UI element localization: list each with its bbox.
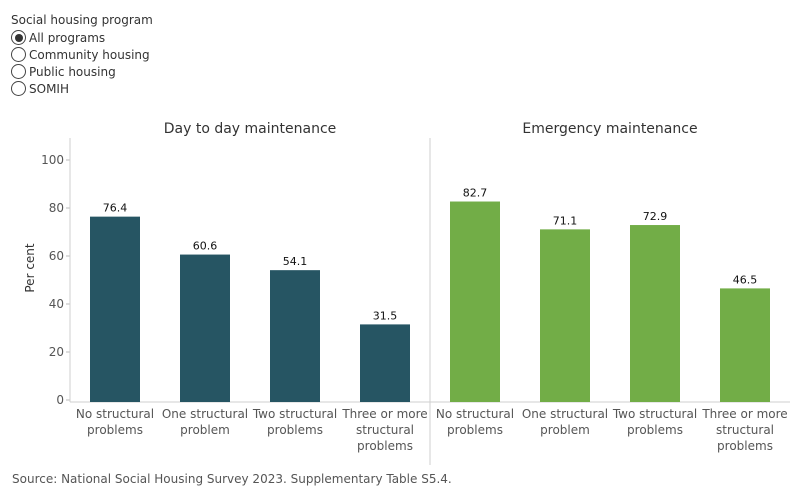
data-label: 82.7 bbox=[463, 187, 488, 200]
y-tick-label: 80 bbox=[49, 201, 64, 215]
bar bbox=[270, 270, 320, 402]
bar bbox=[540, 229, 590, 402]
radio-selected-icon bbox=[11, 30, 26, 45]
x-category-label: Two structural problems bbox=[252, 407, 337, 437]
program-filter: Social housing program All programs Comm… bbox=[11, 13, 153, 97]
bar bbox=[360, 324, 410, 402]
data-label: 71.1 bbox=[553, 214, 578, 227]
radio-unselected-icon bbox=[11, 47, 26, 62]
x-category-label: One structural problem bbox=[522, 407, 608, 437]
y-tick-label: 20 bbox=[49, 345, 64, 359]
bar bbox=[720, 288, 770, 402]
x-category-label: No structural problems bbox=[76, 407, 154, 437]
radio-unselected-icon bbox=[11, 81, 26, 96]
data-label: 76.4 bbox=[103, 202, 128, 215]
x-category-label: No structural problems bbox=[436, 407, 514, 437]
y-tick-label: 100 bbox=[41, 153, 64, 167]
bar-chart: Per cent 0 20 40 60 80 100 Day to day maintenan… bbox=[23, 121, 790, 465]
radio-label: Public housing bbox=[29, 64, 116, 79]
x-category-label: Two structural problems bbox=[612, 407, 697, 437]
bar bbox=[450, 201, 500, 402]
radio-unselected-icon bbox=[11, 64, 26, 79]
bar bbox=[180, 254, 230, 402]
radio-somih[interactable]: SOMIH bbox=[11, 80, 153, 97]
x-category-label: Three or more structural problems bbox=[701, 407, 787, 453]
bar bbox=[90, 216, 140, 402]
bar bbox=[630, 225, 680, 402]
data-label: 60.6 bbox=[193, 240, 218, 253]
y-axis-label: Per cent bbox=[23, 243, 37, 293]
data-label: 72.9 bbox=[643, 210, 668, 223]
x-category-label: One structural problem bbox=[162, 407, 248, 437]
radio-community-housing[interactable]: Community housing bbox=[11, 46, 153, 63]
panel-title: Emergency maintenance bbox=[522, 121, 697, 137]
radio-label: SOMIH bbox=[29, 81, 69, 96]
data-label: 54.1 bbox=[283, 255, 308, 268]
data-label: 46.5 bbox=[733, 273, 758, 286]
radio-public-housing[interactable]: Public housing bbox=[11, 63, 153, 80]
radio-label: Community housing bbox=[29, 47, 150, 62]
x-category-label: Three or more structural problems bbox=[341, 407, 427, 453]
filter-title: Social housing program bbox=[11, 13, 153, 27]
source-note: Source: National Social Housing Survey 2… bbox=[12, 472, 452, 486]
y-tick-label: 60 bbox=[49, 249, 64, 263]
y-tick-label: 40 bbox=[49, 297, 64, 311]
data-label: 31.5 bbox=[373, 309, 398, 322]
radio-label: All programs bbox=[29, 30, 106, 45]
y-tick-label: 0 bbox=[56, 393, 64, 407]
radio-all-programs[interactable]: All programs bbox=[11, 29, 153, 46]
panel-title: Day to day maintenance bbox=[164, 121, 337, 137]
